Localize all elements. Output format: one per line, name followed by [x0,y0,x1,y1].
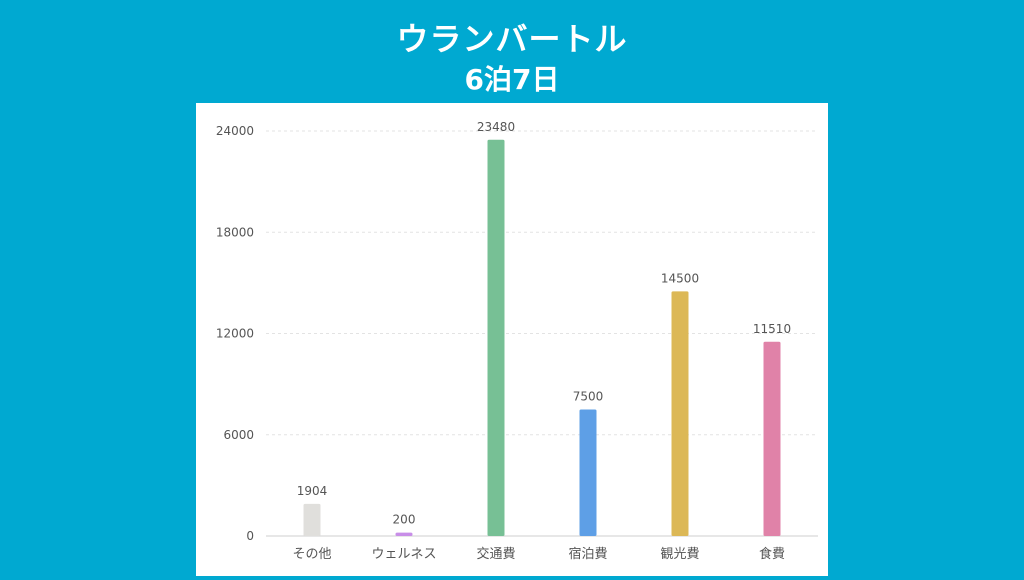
bar [579,409,597,536]
data-label: 1904 [297,484,328,498]
bar-chart: 0 6000 12000 18000 24000 1904 その他 200 ウェルネス 23480… [216,120,818,562]
page-subtitle: 6泊7日 [464,63,560,96]
bar [303,503,321,536]
bar [763,341,781,536]
x-tick-label: 交通費 [476,546,515,562]
x-tick-label: 食費 [759,546,785,562]
y-tick-label: 0 [246,529,254,543]
bar [671,291,689,536]
data-label: 11510 [753,322,791,336]
y-tick-label: 18000 [216,225,254,239]
bar [487,139,505,536]
y-tick-label: 12000 [216,327,254,341]
x-tick-label: その他 [292,547,331,562]
page-title: ウランバートル [396,20,628,58]
data-label: 23480 [477,120,515,134]
chart-panel: 0 6000 12000 18000 24000 1904 その他 200 ウェルネス 23480… [196,103,828,576]
x-tick-label: 観光費 [660,547,699,562]
x-tick-label: 宿泊費 [568,546,607,562]
x-tick-label: ウェルネス [371,547,436,562]
y-tick-label: 24000 [216,124,254,138]
data-label: 14500 [661,271,699,285]
bar [395,532,413,536]
data-label: 7500 [573,389,604,403]
y-tick-label: 6000 [223,428,254,442]
data-label: 200 [393,513,416,527]
